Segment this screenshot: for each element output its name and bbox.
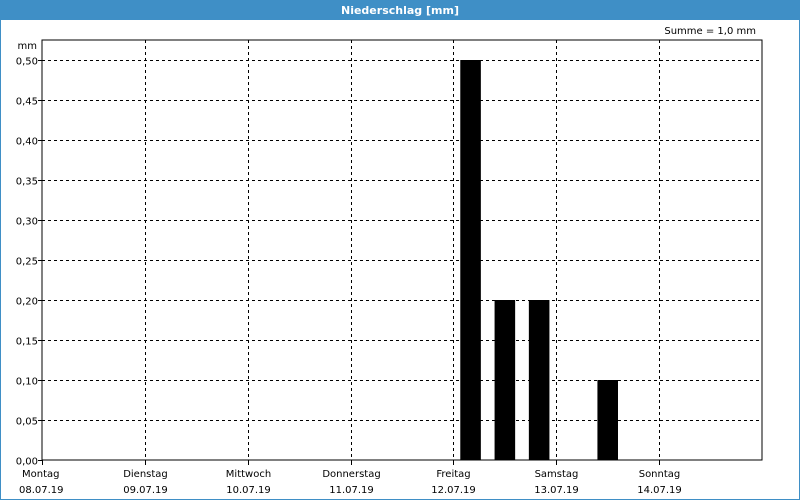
precipitation-bar <box>494 300 516 460</box>
bars <box>460 60 618 460</box>
axes: 0,00 0,05 0,10 0,15 0,20 0,25 0,30 0,35 0,40 0,45… <box>16 39 763 496</box>
x-tick-day: Dienstag <box>123 469 168 480</box>
x-tick-day: Sonntag <box>639 469 681 480</box>
chart-title: Niederschlag [mm] <box>1 1 799 20</box>
precipitation-bar <box>528 300 550 460</box>
y-tick-label: 0,20 <box>16 297 38 308</box>
y-tick-label: 0,45 <box>16 97 38 108</box>
y-tick-label: 0,05 <box>16 417 38 428</box>
precipitation-bar <box>597 380 618 460</box>
x-tick-date: 11.07.19 <box>329 485 374 496</box>
x-tick-date: 14.07.19 <box>637 485 682 496</box>
y-tick-label: 0,15 <box>16 337 38 348</box>
x-tick-day: Mittwoch <box>226 469 271 480</box>
y-tick-label: 0,00 <box>16 457 38 468</box>
y-tick-label: 0,40 <box>16 137 38 148</box>
y-tick-label: 0,50 <box>16 57 38 68</box>
y-tick-label: 0,30 <box>16 217 38 228</box>
y-axis-unit: mm <box>18 41 37 52</box>
x-tick-day: Samstag <box>535 469 579 480</box>
x-tick-day: Montag <box>22 469 59 480</box>
x-tick-date: 12.07.19 <box>431 485 476 496</box>
precipitation-bar <box>460 60 481 460</box>
x-tick-day: Donnerstag <box>322 469 380 480</box>
y-tick-label: 0,10 <box>16 377 38 388</box>
x-tick-date: 08.07.19 <box>19 485 64 496</box>
plot-border <box>41 39 763 461</box>
y-tick-label: 0,35 <box>16 177 38 188</box>
grid <box>42 40 762 460</box>
x-tick-day: Freitag <box>436 469 470 480</box>
x-tick-date: 10.07.19 <box>226 485 271 496</box>
x-tick-date: 09.07.19 <box>123 485 168 496</box>
sum-annotation: Summe = 1,0 mm <box>664 26 756 37</box>
y-tick-label: 0,25 <box>16 257 38 268</box>
x-tick-date: 13.07.19 <box>534 485 579 496</box>
